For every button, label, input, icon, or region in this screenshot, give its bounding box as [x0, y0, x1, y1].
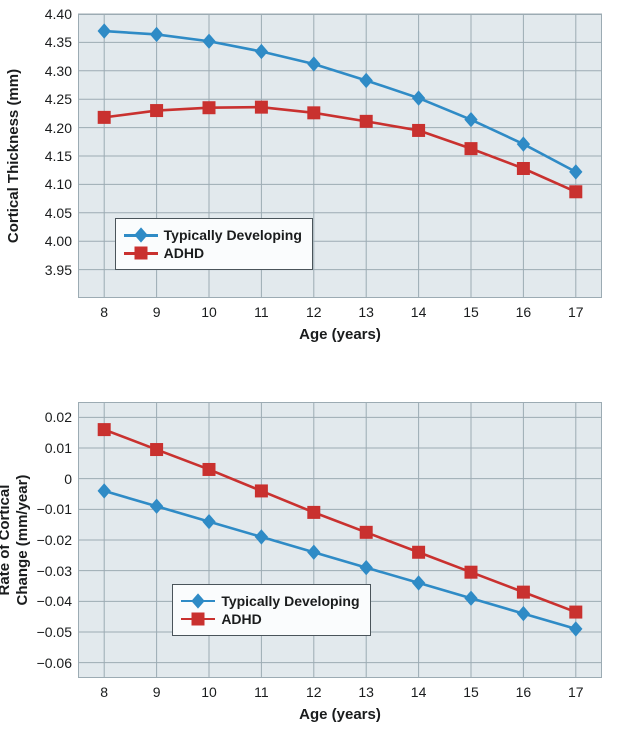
legend-label: ADHD	[164, 245, 204, 261]
xtick-label: 13	[358, 684, 374, 700]
ytick-label: 4.30	[45, 63, 72, 79]
xtick-label: 9	[153, 304, 161, 320]
xtick-label: 11	[254, 684, 269, 700]
legend-swatch	[181, 600, 215, 603]
ytick-label: 4.20	[45, 120, 72, 136]
legend-label: ADHD	[221, 611, 261, 627]
legend-item-td: Typically Developing	[181, 593, 359, 609]
xtick-label: 9	[153, 684, 161, 700]
legend: Typically Developing ADHD	[115, 218, 313, 270]
ylabel: Rate of CorticalChange (mm/year)	[0, 402, 32, 678]
xtick-label: 10	[201, 304, 217, 320]
legend-label: Typically Developing	[221, 593, 359, 609]
ytick-label: −0.04	[37, 593, 72, 609]
xlabel: Age (years)	[299, 326, 381, 343]
legend-swatch	[124, 234, 158, 237]
ytick-label: 3.95	[45, 262, 72, 278]
ytick-label: 0.01	[45, 440, 72, 456]
ytick-label: 4.25	[45, 91, 72, 107]
xtick-label: 8	[100, 304, 108, 320]
xtick-label: 13	[358, 304, 374, 320]
xlabel: Age (years)	[299, 706, 381, 723]
chart-bottom: 8 9 10 11 12 13 14 15 16 17 −0.06 −0.05 −0.04 −0.03 −0…	[0, 394, 624, 734]
series-line-adhd	[104, 107, 576, 192]
series-line-td	[104, 31, 576, 172]
xtick-label: 14	[411, 304, 427, 320]
ytick-label: 4.35	[45, 34, 72, 50]
ytick-label: 4.00	[45, 233, 72, 249]
ytick-label: 4.05	[45, 205, 72, 221]
ytick-label: −0.05	[37, 624, 72, 640]
legend-item-adhd: ADHD	[181, 611, 359, 627]
legend-item-td: Typically Developing	[124, 227, 302, 243]
plot-svg	[78, 402, 602, 678]
xtick-label: 12	[306, 304, 322, 320]
ytick-label: −0.03	[37, 563, 72, 579]
ytick-label: 4.40	[45, 6, 72, 22]
xtick-label: 10	[201, 684, 217, 700]
ytick-label: 4.10	[45, 176, 72, 192]
plot-area	[78, 402, 602, 678]
page: { "canvas": { "width": 624, "height": 73…	[0, 0, 624, 736]
xtick-label: 15	[463, 684, 479, 700]
xtick-label: 8	[100, 684, 108, 700]
xtick-label: 14	[411, 684, 427, 700]
xtick-label: 11	[254, 304, 269, 320]
legend-swatch	[124, 252, 158, 255]
xtick-label: 16	[516, 304, 532, 320]
legend-swatch	[181, 618, 215, 621]
chart-top: 8 9 10 11 12 13 14 15 16 17 3.95 4.00 4.05 4.10 4.15 4.…	[0, 0, 624, 358]
ytick-label: −0.01	[37, 501, 72, 517]
legend-item-adhd: ADHD	[124, 245, 302, 261]
ytick-label: 4.15	[45, 148, 72, 164]
xtick-label: 15	[463, 304, 479, 320]
ytick-label: −0.02	[37, 532, 72, 548]
xtick-label: 12	[306, 684, 322, 700]
ylabel: Cortical Thickness (mm)	[5, 14, 23, 298]
ytick-label: 0.02	[45, 409, 72, 425]
xtick-label: 16	[516, 684, 532, 700]
ytick-label: −0.06	[37, 655, 72, 671]
legend-label: Typically Developing	[164, 227, 302, 243]
legend: Typically Developing ADHD	[172, 584, 370, 636]
xtick-label: 17	[568, 304, 584, 320]
xtick-label: 17	[568, 684, 584, 700]
ytick-label: 0	[64, 471, 72, 487]
